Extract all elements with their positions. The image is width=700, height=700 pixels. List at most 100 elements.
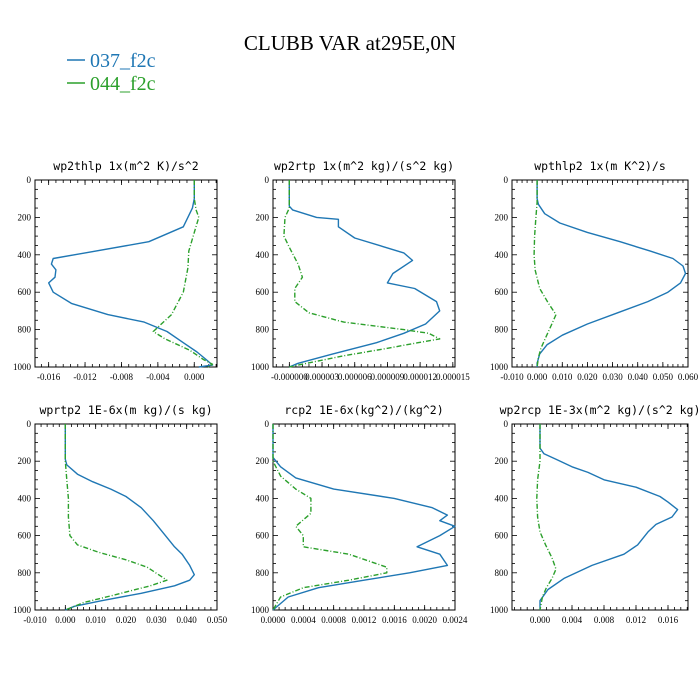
y-tick-label: 800	[495, 325, 509, 335]
legend-entry-044: 044_f2c	[67, 73, 156, 95]
y-tick-label: 800	[18, 568, 32, 578]
panel-title: wpthlp2 1x(m K^2)/s	[534, 159, 666, 173]
y-tick-label: 800	[18, 325, 32, 335]
plot-frame	[34, 423, 218, 611]
x-tick-label: 0.0016	[382, 615, 407, 625]
y-tick-label: 400	[18, 493, 32, 503]
series-line-037_f2c	[64, 424, 196, 611]
y-tick-label: 600	[256, 531, 270, 541]
panel-wprtp2: wprtp2 1E-6x(m kg)/(s kg) 0 200 400 600 800 10…	[13, 403, 228, 625]
panel-title: wp2rtp 1x(m^2 kg)/(s^2 kg)	[274, 159, 454, 173]
x-tick-label: 0.012	[626, 615, 646, 625]
x-tick-label: -0.004	[146, 372, 170, 382]
plot-frame	[272, 179, 456, 368]
figure-title: CLUBB VAR at295E,0N	[244, 31, 456, 55]
panel-title: wp2rcp 1E-3x(m^2 kg)/(s^2 kg)	[500, 403, 700, 417]
legend: 037_f2c 044_f2c	[67, 50, 156, 95]
series-line-044_f2c	[536, 424, 557, 611]
panel-rcp2: rcp2 1E-6x(kg^2)/(kg^2) 0 200 400 600 800 1000…	[251, 403, 468, 625]
series-line-044_f2c	[533, 180, 557, 368]
y-tick-label: 1000	[490, 605, 509, 615]
y-tick-label: 200	[495, 212, 509, 222]
x-tick-label: 0.060	[678, 372, 699, 382]
legend-label-037: 037_f2c	[90, 50, 156, 72]
y-tick-label: 400	[256, 250, 270, 260]
legend-label-044: 044_f2c	[90, 73, 156, 95]
y-tick-label: 1000	[251, 362, 270, 372]
x-tick-label: 0.000	[530, 615, 551, 625]
y-tick-label: 800	[495, 568, 509, 578]
y-tick-label: 400	[18, 250, 32, 260]
plot-frame	[34, 179, 218, 368]
x-tick-label: 0.0000	[261, 615, 286, 625]
x-tick-label: 0.0008	[321, 615, 346, 625]
y-tick-label: 600	[495, 287, 509, 297]
series-line-044_f2c	[283, 180, 441, 368]
panel-wp2thlp: wp2thlp 1x(m^2 K)/s^2 0 200 400 600 800 1000 -0…	[13, 159, 218, 382]
y-tick-label: 0	[265, 419, 270, 429]
x-tick-label: 0.0012	[352, 615, 377, 625]
legend-entry-037: 037_f2c	[67, 50, 156, 72]
panel-title: wp2thlp 1x(m^2 K)/s^2	[53, 159, 198, 173]
x-tick-label: 0.000	[184, 372, 205, 382]
x-tick-label: -0.010	[500, 372, 524, 382]
y-tick-label: 800	[256, 325, 270, 335]
series-line-037_f2c	[536, 180, 687, 367]
y-tick-label: 200	[495, 456, 509, 466]
x-tick-label: 0.050	[207, 615, 228, 625]
x-tick-label: 0.000	[55, 615, 76, 625]
y-tick-label: 200	[256, 456, 270, 466]
series-line-037_f2c	[288, 180, 441, 368]
panel-title: rcp2 1E-6x(kg^2)/(kg^2)	[284, 403, 443, 417]
y-tick-label: 0	[265, 175, 270, 185]
y-tick-label: 200	[256, 212, 270, 222]
y-tick-label: 600	[18, 531, 32, 541]
y-tick-label: 1000	[13, 605, 32, 615]
x-tick-label: 0.0004	[291, 615, 316, 625]
x-tick-label: -0.000000	[271, 372, 308, 382]
x-tick-label: -0.016	[37, 372, 61, 382]
y-tick-label: 1000	[13, 362, 32, 372]
y-tick-label: 200	[18, 456, 32, 466]
y-tick-label: 800	[256, 568, 270, 578]
series-line-044_f2c	[64, 424, 168, 611]
panel-wpthlp2: wpthlp2 1x(m K^2)/s 0 200 400 600 800 1000-0.0…	[490, 159, 699, 382]
x-tick-label: 0.020	[577, 372, 598, 382]
panel-wp2rcp: wp2rcp 1E-3x(m^2 kg)/(s^2 kg) 0 200 400 600 8…	[490, 403, 700, 625]
y-tick-label: 0	[27, 175, 32, 185]
plot-frame	[511, 423, 689, 611]
y-tick-label: 1000	[251, 605, 270, 615]
x-tick-label: 0.0020	[412, 615, 437, 625]
x-tick-label: 0.000015	[436, 372, 470, 382]
y-tick-label: 400	[495, 493, 509, 503]
x-tick-label: -0.012	[73, 372, 96, 382]
x-tick-label: 0.000006	[338, 372, 372, 382]
x-tick-label: 0.0024	[443, 615, 468, 625]
x-tick-label: 0.000	[527, 372, 548, 382]
plot-frame	[272, 423, 456, 611]
series-line-037_f2c	[539, 424, 679, 610]
y-tick-label: 200	[18, 212, 32, 222]
series-line-037_f2c	[272, 424, 456, 611]
panel-title: wprtp2 1E-6x(m kg)/(s kg)	[39, 403, 212, 417]
x-tick-label: 0.000003	[305, 372, 339, 382]
y-tick-label: 0	[504, 419, 509, 429]
x-tick-label: 0.000012	[403, 372, 437, 382]
x-tick-label: 0.004	[562, 615, 583, 625]
x-tick-label: 0.040	[177, 615, 198, 625]
x-tick-label: -0.008	[110, 372, 134, 382]
y-tick-label: 400	[495, 250, 509, 260]
x-tick-label: 0.020	[116, 615, 137, 625]
x-tick-label: 0.010	[86, 615, 107, 625]
x-tick-label: 0.050	[653, 372, 674, 382]
x-tick-label: 0.030	[602, 372, 623, 382]
y-tick-label: 0	[27, 419, 32, 429]
x-tick-label: -0.010	[23, 615, 47, 625]
series-line-044_f2c	[152, 180, 214, 368]
x-tick-label: 0.008	[594, 615, 615, 625]
y-tick-label: 600	[18, 287, 32, 297]
panel-wp2rtp: wp2rtp 1x(m^2 kg)/(s^2 kg) 0 200 400 600 800 1…	[251, 159, 470, 382]
y-tick-label: 600	[256, 287, 270, 297]
x-tick-label: 0.010	[552, 372, 573, 382]
y-tick-label: 600	[495, 531, 509, 541]
